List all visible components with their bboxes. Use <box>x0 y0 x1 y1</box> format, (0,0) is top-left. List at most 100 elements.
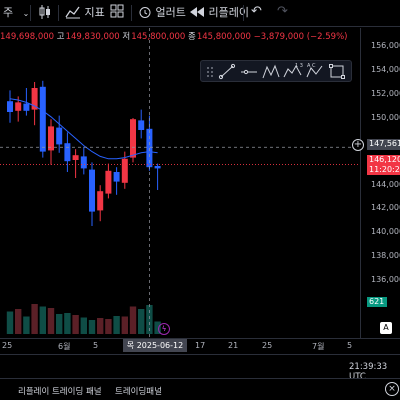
redo-button[interactable]: ↷ <box>277 4 288 22</box>
candle-body <box>15 102 22 111</box>
volume-bar <box>88 320 96 334</box>
y-tick-144000: 144,000 <box>371 180 400 189</box>
x-tick-25: 25 <box>2 341 13 350</box>
horizontal-ray-icon[interactable] <box>241 69 257 75</box>
volume-bar <box>138 309 145 334</box>
volume-bar <box>146 305 153 334</box>
volume-bar <box>113 316 120 334</box>
alert-button[interactable]: 얼러트 <box>138 4 186 22</box>
x-tick-june: 6월 <box>58 342 71 351</box>
open-value: 149,698,000 <box>0 32 55 42</box>
volume-bar <box>31 304 38 334</box>
indicators-icon <box>65 6 80 19</box>
pitchfork-icon[interactable] <box>262 64 280 79</box>
volume-bar <box>47 308 55 334</box>
candle-body <box>89 169 95 212</box>
candle-body <box>80 156 87 169</box>
redo-icon: ↷ <box>277 4 288 19</box>
candle-body <box>48 126 54 151</box>
drawing-tools-bar: 1 3 A C <box>200 60 352 82</box>
lightning-icon[interactable]: ϟ <box>158 323 170 335</box>
interval-label: 주 <box>3 6 14 19</box>
candle-body <box>97 191 104 211</box>
volume-bar <box>97 318 104 334</box>
clock-time[interactable]: 21:39:33 UTC <box>349 362 388 382</box>
y-tick-156000: 156,000 <box>371 41 400 50</box>
replay-button[interactable]: 리플레이 <box>189 4 249 22</box>
close-value: 145,800,000 <box>196 32 251 42</box>
volume-bar <box>23 316 30 334</box>
y-tick-140000: 140,000 <box>371 227 400 236</box>
volume-bar <box>129 306 137 334</box>
change-value: −3,879,000 <box>253 32 304 42</box>
candle-body <box>121 158 128 183</box>
y-tick-136000: 136,000 <box>371 275 400 284</box>
y-tick-142000: 142,000 <box>371 203 400 212</box>
candle-body <box>130 119 136 158</box>
grid-icon <box>110 4 124 18</box>
low-value: 145,800,000 <box>131 32 186 42</box>
volume-bar <box>105 319 112 334</box>
volume-label: 621 <box>367 297 387 307</box>
trend-line-icon[interactable] <box>218 63 236 80</box>
chart-type-button[interactable] <box>38 4 52 22</box>
x-tick-july: 7월 <box>312 342 325 351</box>
candle-body <box>64 143 71 162</box>
x-tick-5b: 5 <box>347 341 353 350</box>
top-toolbar: 주 ⌄ 지표 얼러트 리플레이 ↶ ↷ <box>0 0 400 27</box>
price-chart[interactable] <box>0 28 360 338</box>
low-label: 저 <box>122 32 131 42</box>
change-percent: (−2.59%) <box>306 32 348 42</box>
time-axis[interactable] <box>0 338 400 354</box>
candle-body <box>39 86 46 152</box>
bottom-panel-tabs: 리플레이 트레이딩 패널 트레이딩패널 × <box>0 378 400 400</box>
drag-handle-icon[interactable] <box>207 67 213 77</box>
layout-button[interactable] <box>110 4 124 22</box>
y-tick-150000: 150,000 <box>371 113 400 122</box>
volume-bar <box>15 309 22 334</box>
crosshair-price-label: 147,561 <box>367 139 400 150</box>
status-bar: 21:39:33 UTC <box>0 354 400 382</box>
volume-bar <box>39 306 46 334</box>
indicators-label: 지표 <box>84 6 105 19</box>
tab-trading-panel[interactable]: 트레이딩패널 <box>115 387 162 397</box>
last-price-label: 146,120 <box>367 155 400 165</box>
moving-average-line <box>9 98 158 160</box>
ohlc-legend: 149,698,000 고149,830,000 저145,800,000 종1… <box>0 30 347 42</box>
price-axis[interactable] <box>360 28 400 338</box>
bar-countdown-label: 11:20:27 <box>367 165 400 175</box>
y-tick-152000: 152,000 <box>371 89 400 98</box>
undo-button[interactable]: ↶ <box>251 4 262 22</box>
indicators-button[interactable]: 지표 <box>65 4 105 22</box>
candle-body <box>72 155 79 160</box>
volume-bar <box>121 316 128 334</box>
volume-bar <box>80 317 87 334</box>
x-tick-5: 5 <box>93 341 99 350</box>
volume-bar <box>154 321 161 334</box>
tab-replay-trading-panel[interactable]: 리플레이 트레이딩 패널 <box>18 387 102 397</box>
svg-text:A C: A C <box>307 63 316 69</box>
candle-body <box>138 120 145 130</box>
x-tick-17: 17 <box>195 341 206 350</box>
candle-body <box>23 103 30 111</box>
volume-bar <box>6 311 14 334</box>
chevron-down-icon: ⌄ <box>22 9 30 18</box>
add-alert-plus-icon[interactable]: + <box>352 139 364 151</box>
candle-body <box>31 88 38 110</box>
replay-label: 리플레이 <box>208 6 249 19</box>
replay-icon <box>190 7 204 17</box>
elliott-wave-icon[interactable]: 1 3 <box>283 63 303 78</box>
abc-pattern-icon[interactable]: A C <box>306 63 323 78</box>
close-label: 종 <box>188 32 196 42</box>
rectangle-icon[interactable] <box>329 64 345 79</box>
close-icon[interactable]: × <box>385 382 399 396</box>
undo-icon: ↶ <box>251 4 262 19</box>
y-tick-154000: 154,000 <box>371 65 400 74</box>
interval-button[interactable]: 주 ⌄ <box>3 4 29 22</box>
candlestick-icon <box>39 5 50 19</box>
candle-body <box>105 170 112 194</box>
candle-body <box>7 101 13 112</box>
alarm-clock-icon <box>139 7 151 18</box>
auto-scale-button[interactable]: A <box>380 322 392 334</box>
candle-body <box>113 172 120 182</box>
